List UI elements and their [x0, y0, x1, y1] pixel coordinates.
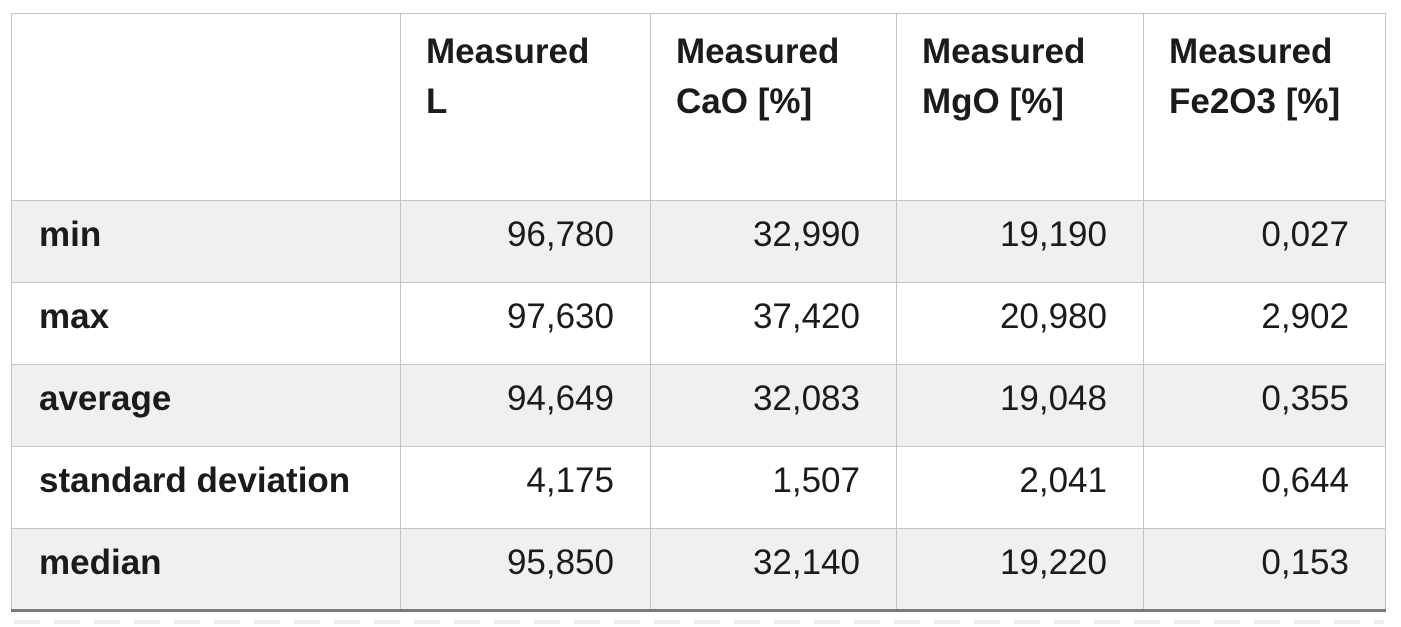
- row-label-median: median: [11, 528, 401, 612]
- value-max-mgo: 20,980: [896, 282, 1144, 365]
- value-min-cao: 32,990: [650, 200, 897, 283]
- row-label-max: max: [11, 282, 401, 365]
- measured-statistics-table: Measured L Measured CaO [%] Measured MgO…: [11, 13, 1386, 612]
- value-min-mgo: 19,190: [896, 200, 1144, 283]
- value-median-cao: 32,140: [650, 528, 897, 612]
- cropped-caption-artifact: [14, 620, 1384, 624]
- table-row-standard-deviation: standard deviation 4,175 1,507 2,041 0,6…: [11, 446, 1386, 529]
- row-label-average: average: [11, 364, 401, 447]
- value-average-fe2o3: 0,355: [1143, 364, 1386, 447]
- value-min-l: 96,780: [400, 200, 651, 283]
- value-min-fe2o3: 0,027: [1143, 200, 1386, 283]
- header-cell-measured-mgo: Measured MgO [%]: [896, 13, 1144, 201]
- value-max-l: 97,630: [400, 282, 651, 365]
- row-label-standard-deviation: standard deviation: [11, 446, 401, 529]
- header-row: Measured L Measured CaO [%] Measured MgO…: [11, 13, 1386, 201]
- table-row-median: median 95,850 32,140 19,220 0,153: [11, 528, 1386, 612]
- table-row-max: max 97,630 37,420 20,980 2,902: [11, 282, 1386, 365]
- value-average-cao: 32,083: [650, 364, 897, 447]
- value-max-fe2o3: 2,902: [1143, 282, 1386, 365]
- header-cell-empty: [11, 13, 401, 201]
- value-average-l: 94,649: [400, 364, 651, 447]
- value-stddev-mgo: 2,041: [896, 446, 1144, 529]
- value-stddev-cao: 1,507: [650, 446, 897, 529]
- value-stddev-l: 4,175: [400, 446, 651, 529]
- value-stddev-fe2o3: 0,644: [1143, 446, 1386, 529]
- value-median-mgo: 19,220: [896, 528, 1144, 612]
- header-cell-measured-fe2o3: Measured Fe2O3 [%]: [1143, 13, 1386, 201]
- table-row-min: min 96,780 32,990 19,190 0,027: [11, 200, 1386, 283]
- value-median-l: 95,850: [400, 528, 651, 612]
- header-cell-measured-l: Measured L: [400, 13, 651, 201]
- row-label-min: min: [11, 200, 401, 283]
- table-row-average: average 94,649 32,083 19,048 0,355: [11, 364, 1386, 447]
- value-max-cao: 37,420: [650, 282, 897, 365]
- value-average-mgo: 19,048: [896, 364, 1144, 447]
- header-cell-measured-cao: Measured CaO [%]: [650, 13, 897, 201]
- value-median-fe2o3: 0,153: [1143, 528, 1386, 612]
